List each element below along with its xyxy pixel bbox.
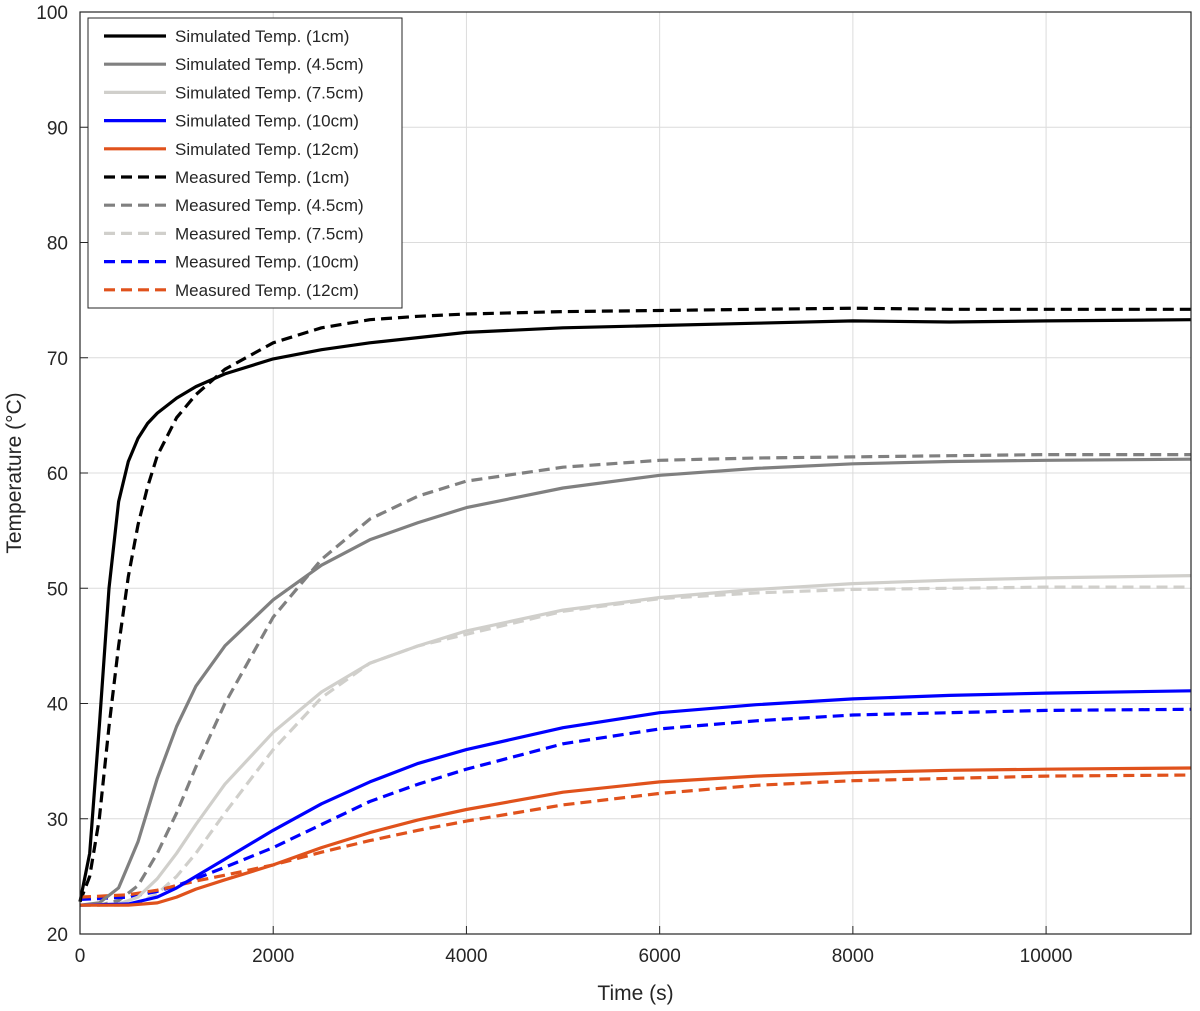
x-tick-label: 4000 <box>445 946 487 967</box>
series-line-1 <box>79 457 1192 907</box>
y-tick-label: 40 <box>47 695 68 716</box>
x-tick-label: 0 <box>75 946 86 967</box>
legend: Simulated Temp. (1cm) Simulated Temp. (4.… <box>87 17 403 309</box>
legend-label: Simulated Temp. (10cm) <box>175 112 359 131</box>
legend-label: Measured Temp. (4.5cm) <box>175 196 364 215</box>
legend-label: Simulated Temp. (12cm) <box>175 140 359 159</box>
y-tick-label: 90 <box>47 118 68 139</box>
legend-label: Measured Temp. (12cm) <box>175 281 359 300</box>
y-tick-label: 50 <box>47 579 68 600</box>
series-line-9 <box>79 773 1192 899</box>
series-line-0 <box>78 318 1192 903</box>
series-line-2 <box>79 574 1192 907</box>
x-tick-label: 10000 <box>1020 946 1073 967</box>
y-tick-label: 100 <box>36 3 68 24</box>
x-axis-ticks: 0 2000 4000 6000 8000 10000 <box>75 926 1073 967</box>
y-tick-label: 20 <box>47 925 68 946</box>
x-tick-label: 6000 <box>639 946 681 967</box>
series-line-3 <box>79 689 1192 907</box>
y-tick-label: 30 <box>47 810 68 831</box>
y-axis-ticks: 20 30 40 50 60 70 80 90 100 <box>36 3 88 946</box>
series-line-4 <box>80 766 1192 907</box>
x-tick-label: 8000 <box>832 946 874 967</box>
legend-label: Simulated Temp. (1cm) <box>175 27 349 46</box>
series-line-5 <box>78 306 1191 903</box>
y-tick-label: 60 <box>47 464 68 485</box>
y-tick-label: 80 <box>47 234 68 255</box>
legend-label: Simulated Temp. (4.5cm) <box>175 55 364 74</box>
legend-box <box>87 17 403 309</box>
y-tick-label: 70 <box>47 349 68 370</box>
y-axis-title: Temperature (°C) <box>3 392 26 553</box>
legend-label: Measured Temp. (1cm) <box>175 168 349 187</box>
legend-label: Measured Temp. (10cm) <box>175 253 359 272</box>
x-axis-title: Time (s) <box>597 982 673 1005</box>
x-tick-label: 2000 <box>252 946 294 967</box>
series-lines <box>78 306 1192 907</box>
legend-label: Simulated Temp. (7.5cm) <box>175 83 364 102</box>
series-line-6 <box>80 453 1191 907</box>
legend-label: Measured Temp. (7.5cm) <box>175 224 364 243</box>
